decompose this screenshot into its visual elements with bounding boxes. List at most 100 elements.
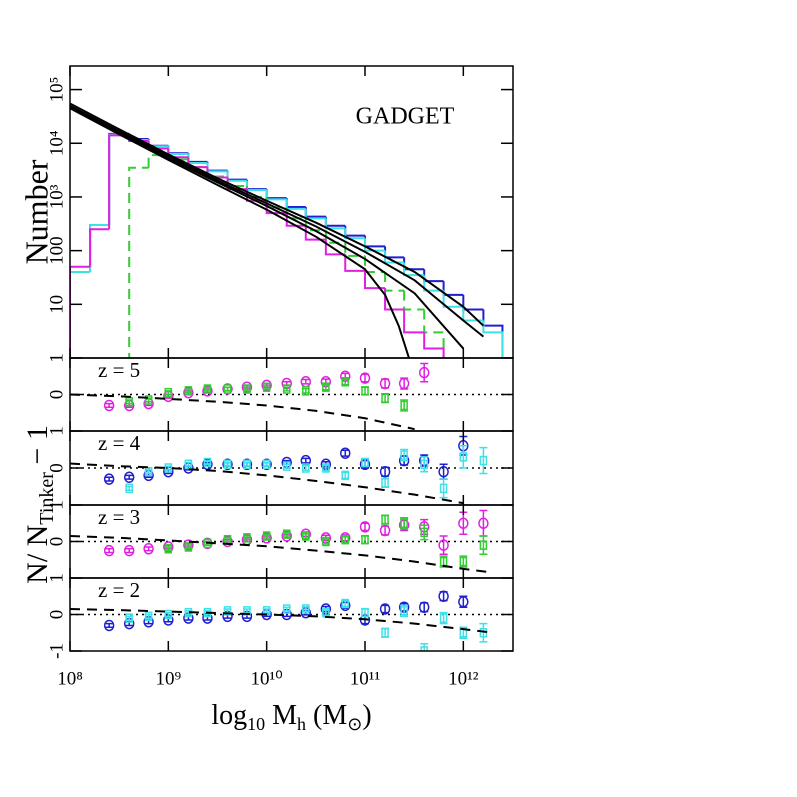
y-axis-title-sub: Tinker xyxy=(36,472,58,525)
point xyxy=(341,598,350,609)
point xyxy=(459,452,468,462)
point xyxy=(143,543,154,555)
error-bar xyxy=(105,548,114,554)
point xyxy=(302,604,310,614)
histogram-bin xyxy=(423,332,445,358)
histogram-bin xyxy=(70,270,91,358)
point xyxy=(479,540,488,550)
point xyxy=(202,385,213,397)
point xyxy=(281,530,292,542)
point xyxy=(302,386,310,396)
y-axis-title-part: − 1 xyxy=(21,425,54,472)
point xyxy=(262,382,271,392)
point xyxy=(438,590,449,602)
point xyxy=(164,544,173,554)
annotation: z = 2 xyxy=(98,578,140,602)
point xyxy=(222,458,233,471)
y-tick-label: 0 xyxy=(46,390,67,400)
point xyxy=(479,455,488,466)
point xyxy=(183,539,194,551)
point xyxy=(398,377,410,390)
point xyxy=(261,458,272,471)
point xyxy=(184,459,193,470)
point xyxy=(381,393,389,403)
y-tick-label: -1 xyxy=(46,643,67,659)
y-axis-title: N/ NTinker − 1 xyxy=(21,425,58,584)
plot-area xyxy=(70,509,513,574)
point xyxy=(361,607,369,618)
point xyxy=(203,384,212,394)
point xyxy=(125,483,133,494)
point xyxy=(340,447,351,459)
point xyxy=(341,470,350,481)
point xyxy=(458,595,469,608)
point xyxy=(359,521,371,533)
plot-area xyxy=(70,102,504,358)
point xyxy=(243,533,251,543)
error-bar xyxy=(125,474,134,480)
point xyxy=(282,529,291,539)
point xyxy=(144,466,153,477)
point xyxy=(359,372,371,384)
point xyxy=(420,459,428,470)
point xyxy=(125,613,133,623)
histogram-bin xyxy=(70,265,91,358)
point xyxy=(418,601,430,613)
y-tick-label: 10³ xyxy=(46,184,67,209)
error-bar xyxy=(439,535,448,556)
point xyxy=(322,463,330,473)
point xyxy=(459,556,468,567)
y-tick-label: 10 xyxy=(46,295,67,314)
error-bar xyxy=(439,478,448,499)
point xyxy=(418,366,430,379)
point xyxy=(379,603,391,615)
error-bar xyxy=(479,446,488,475)
y-axis-title: Number xyxy=(18,159,54,264)
x-tick-label: 10⁸ xyxy=(57,668,83,689)
point xyxy=(202,458,213,471)
error-bar xyxy=(301,378,310,385)
y-tick-label: 1 xyxy=(46,426,67,436)
histogram-bin xyxy=(423,275,444,292)
point xyxy=(261,532,272,544)
error-bar xyxy=(341,449,350,457)
histogram-bin xyxy=(285,213,306,227)
point xyxy=(400,450,408,460)
point xyxy=(223,384,232,394)
model-curve xyxy=(70,107,410,358)
point xyxy=(183,386,194,399)
point xyxy=(164,387,173,398)
x-axis-title-part: M xyxy=(265,700,297,731)
point xyxy=(478,517,489,529)
x-axis-title-part: (M xyxy=(306,700,347,731)
histogram-bin xyxy=(324,239,346,256)
point xyxy=(184,386,193,396)
y-tick-label: 1 xyxy=(46,573,67,583)
x-tick-label: 10⁹ xyxy=(156,668,182,689)
model-curve xyxy=(70,535,494,574)
y-tick-label: 10⁴ xyxy=(46,130,67,156)
histogram-bin xyxy=(403,309,425,334)
annotation: z = 3 xyxy=(98,505,140,529)
error-bar xyxy=(105,622,114,629)
error-bar xyxy=(479,535,488,556)
x-tick-label: 10¹¹ xyxy=(350,668,381,689)
model-curve xyxy=(70,104,485,338)
annotation: z = 5 xyxy=(98,358,140,382)
model-curve xyxy=(70,102,485,327)
point xyxy=(163,541,174,553)
y-axis-title-part: N/ N xyxy=(21,525,54,584)
error-bar xyxy=(420,362,429,383)
point xyxy=(144,611,153,622)
histogram-bin xyxy=(403,290,425,311)
point xyxy=(262,459,271,470)
plot-area xyxy=(70,590,513,651)
point xyxy=(400,400,408,411)
point xyxy=(322,382,330,392)
error-bar xyxy=(420,456,429,473)
point xyxy=(282,604,291,614)
histogram-bin xyxy=(363,238,386,252)
point xyxy=(458,517,469,529)
histogram-bin xyxy=(363,270,386,290)
point xyxy=(123,544,135,557)
